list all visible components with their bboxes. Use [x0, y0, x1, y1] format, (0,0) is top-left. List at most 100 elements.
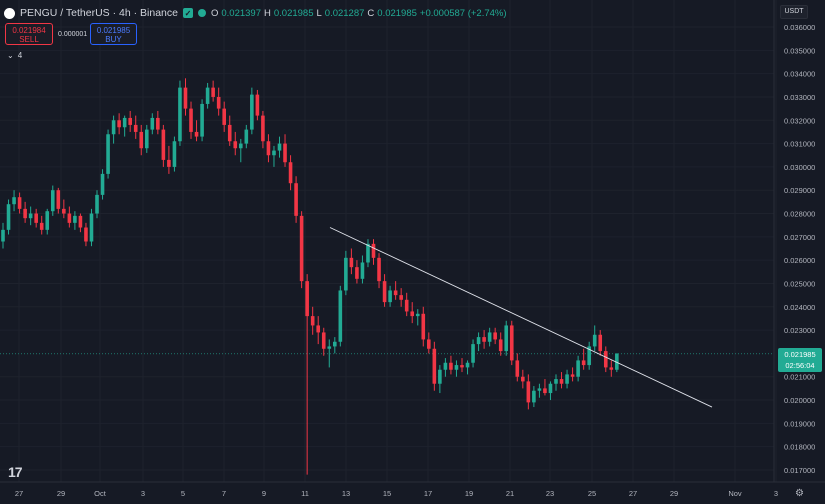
x-tick-label: Oct	[94, 489, 107, 498]
candle-body	[509, 325, 514, 361]
candle	[449, 355, 453, 375]
candle	[388, 285, 392, 307]
y-tick-label: 0.029000	[784, 186, 815, 195]
candle-body	[310, 316, 315, 326]
candle-body	[415, 313, 420, 317]
candle-body	[156, 117, 160, 130]
candle-body	[161, 129, 166, 160]
candle-body	[559, 379, 564, 384]
candle-body	[172, 141, 177, 167]
candle-body	[78, 215, 83, 228]
candle-body	[1, 229, 5, 242]
candle-body	[526, 381, 531, 403]
candle-body	[89, 213, 94, 242]
indicator-count: 4	[17, 51, 23, 60]
x-tick-label: 9	[262, 489, 266, 498]
candle-body	[244, 129, 249, 144]
candle-body	[84, 227, 88, 242]
candle-body	[28, 213, 33, 219]
candle	[471, 339, 475, 368]
candle-body	[178, 87, 182, 142]
candle-body	[144, 129, 149, 149]
buy-button[interactable]: 0.021985 BUY	[90, 23, 137, 45]
candle	[122, 115, 127, 137]
candle-body	[277, 143, 282, 151]
symbol-title[interactable]: PENGU / TetherUS · 4h · Binance	[20, 7, 178, 19]
candle	[537, 383, 542, 398]
candle-body	[288, 162, 293, 184]
candle	[355, 260, 359, 284]
sell-button[interactable]: 0.021984 SELL	[5, 23, 53, 45]
candles	[1, 78, 619, 475]
settings-gear-icon[interactable]: ⚙	[795, 488, 804, 499]
candle	[255, 89, 260, 121]
candle-body	[128, 117, 132, 125]
candle	[45, 208, 50, 235]
candle-body	[344, 257, 348, 291]
candle-body	[255, 94, 260, 116]
candle-body	[587, 346, 591, 366]
candle-body	[570, 374, 575, 377]
indicators-toggle[interactable]: ⌄ 4	[7, 51, 22, 60]
market-status-icon: ✓	[182, 8, 193, 18]
candle-body	[504, 325, 509, 352]
candle	[167, 145, 171, 174]
y-tick-label: 0.020000	[784, 396, 815, 405]
candle-body	[349, 257, 354, 268]
y-tick-label: 0.034000	[784, 70, 815, 79]
candle	[183, 78, 188, 116]
low-value: 0.021287	[324, 7, 365, 19]
candle	[78, 213, 83, 233]
candle	[509, 320, 514, 366]
candle	[150, 113, 155, 135]
candle	[465, 360, 470, 375]
currency-button[interactable]: USDT	[780, 5, 808, 19]
candle	[460, 358, 464, 373]
candle	[316, 316, 321, 345]
candle-body	[543, 388, 547, 394]
candle	[565, 369, 569, 389]
candle	[84, 222, 88, 247]
candle-body	[56, 190, 61, 209]
candle	[344, 250, 348, 296]
candle-body	[382, 281, 387, 303]
candle	[366, 239, 370, 268]
x-tick-label: 7	[222, 489, 226, 498]
y-tick-label: 0.024000	[784, 303, 815, 312]
candle	[189, 101, 193, 139]
candle	[200, 99, 204, 142]
candle-body	[122, 117, 127, 128]
candle-body	[427, 339, 431, 349]
candle-body	[150, 117, 155, 130]
candle	[288, 155, 293, 191]
candle	[39, 215, 44, 235]
candle	[6, 199, 11, 235]
candle	[172, 136, 177, 172]
candle	[504, 320, 509, 356]
tradingview-logo-icon[interactable]: 17	[8, 464, 23, 480]
open-label: O	[210, 7, 219, 19]
candle-body	[73, 215, 77, 223]
candle	[487, 327, 492, 347]
candle	[100, 169, 105, 200]
candle-body	[338, 290, 343, 342]
pengu-logo-icon	[4, 7, 15, 19]
candle	[421, 306, 426, 347]
candle	[283, 134, 287, 167]
candle-body	[438, 369, 442, 384]
price-axis: 0.036000 0.035000 0.034000 0.033000 0.032000…	[773, 0, 815, 482]
candle-body	[117, 120, 121, 128]
time-axis: 27 29 Oct 3 5 7 9 11 13 15 17 19 21 23 25 27 29 Nov 3	[0, 481, 825, 498]
candle-body	[233, 141, 238, 149]
candle	[476, 332, 481, 352]
trendline-layer	[329, 227, 713, 408]
candle-body	[581, 360, 586, 366]
candle-body	[592, 334, 597, 347]
candle	[603, 346, 608, 373]
candle	[238, 138, 243, 163]
candle-body	[17, 197, 22, 209]
candle-body	[283, 143, 287, 163]
candle-body	[216, 96, 221, 109]
y-tick-label: 0.018000	[784, 443, 815, 452]
